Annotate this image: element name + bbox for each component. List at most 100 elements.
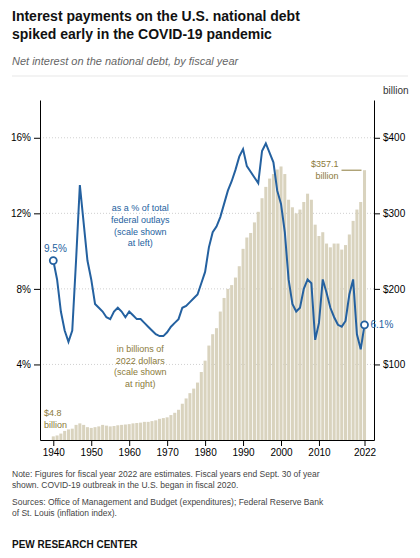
- bar: [67, 429, 70, 440]
- tick-label: 2022: [354, 447, 377, 458]
- tick-mark: [243, 440, 244, 446]
- tick: 1980: [194, 440, 217, 458]
- bar: [215, 328, 218, 440]
- annotation-line: federal outlays: [111, 215, 170, 225]
- bar: [261, 198, 264, 440]
- bar: [340, 250, 343, 440]
- bar: [135, 423, 138, 440]
- bar: [352, 221, 355, 440]
- end-marker: [50, 257, 57, 264]
- bar: [166, 417, 169, 440]
- tick: $400: [374, 132, 406, 143]
- tick-mark: [374, 213, 380, 214]
- bar: [264, 187, 267, 440]
- bar: [223, 298, 226, 440]
- tick-label: 1970: [157, 447, 180, 458]
- tick-mark: [53, 440, 54, 446]
- bar: [325, 244, 328, 440]
- bar: [242, 249, 245, 440]
- tick: 16%: [11, 132, 40, 143]
- bar: [143, 422, 146, 440]
- bar: [97, 426, 100, 440]
- tick-mark: [319, 440, 320, 446]
- bar: [192, 389, 195, 440]
- tick-mark: [374, 289, 380, 290]
- tick: 12%: [11, 208, 40, 219]
- bar: [82, 425, 85, 440]
- bar: [162, 418, 165, 440]
- tick: 2010: [308, 440, 331, 458]
- bar: [59, 434, 62, 440]
- bar: [359, 202, 362, 440]
- tick: 1990: [232, 440, 255, 458]
- bar: [78, 423, 81, 440]
- bar: [71, 429, 74, 440]
- axis-domain: [374, 101, 375, 441]
- tick: 1940: [43, 440, 66, 458]
- separator: [12, 76, 408, 77]
- tick: 1960: [119, 440, 142, 458]
- tick-label: 2000: [270, 447, 293, 458]
- annotation-leader: [342, 170, 362, 171]
- tick-mark: [34, 213, 40, 214]
- bar: [306, 194, 309, 440]
- bar: [94, 427, 97, 440]
- bar: [249, 233, 252, 440]
- grid-line: [40, 213, 374, 214]
- tick-label: 1950: [81, 447, 104, 458]
- annotation-line: in billions of: [117, 344, 165, 354]
- annotation: $357.1billion: [311, 159, 339, 181]
- chart-container: Interest payments on the U.S. national d…: [0, 0, 420, 558]
- tick-mark: [281, 440, 282, 446]
- tick: 2022: [354, 440, 377, 458]
- tick-mark: [365, 440, 366, 446]
- bar: [86, 427, 89, 440]
- bar: [234, 278, 237, 440]
- tick-mark: [34, 364, 40, 365]
- tick-label: $100: [383, 359, 406, 370]
- bar: [363, 170, 366, 440]
- bar: [336, 244, 339, 440]
- bar: [268, 179, 271, 440]
- bar: [188, 393, 191, 440]
- sources-line: of St. Louis (inflation index).: [12, 508, 117, 518]
- bar: [75, 425, 78, 440]
- annotation: $4.8 billion: [44, 408, 67, 430]
- tick-label: $400: [383, 132, 406, 143]
- bar: [200, 372, 203, 440]
- tick-mark: [374, 138, 380, 139]
- bar: [219, 312, 222, 440]
- bar: [283, 174, 286, 440]
- tick-mark: [205, 440, 206, 446]
- note-line: shown. COVID-19 outbreak in the U.S. beg…: [12, 480, 238, 490]
- tick-mark: [167, 440, 168, 446]
- footer: PEW RESEARCH CENTER: [12, 539, 138, 550]
- annotation-line: billion: [44, 420, 67, 430]
- bar: [169, 415, 172, 440]
- bar: [333, 244, 336, 440]
- bar: [245, 238, 248, 440]
- annotation-line: (scale shown: [114, 367, 167, 377]
- bar: [147, 422, 150, 440]
- chart-svg: Interest payments on the U.S. national d…: [0, 0, 420, 558]
- annotation-line: billion: [315, 171, 338, 181]
- bar: [109, 426, 112, 440]
- bar: [120, 425, 123, 440]
- bar: [230, 285, 233, 440]
- bar: [139, 423, 142, 440]
- bar: [105, 426, 108, 440]
- title-line: Interest payments on the U.S. national d…: [12, 8, 300, 24]
- annotation: 6.1%: [371, 319, 394, 330]
- tick: 4%: [17, 359, 40, 370]
- tick-mark: [34, 138, 40, 139]
- bar: [276, 170, 279, 440]
- tick-mark: [374, 364, 380, 365]
- bar: [310, 200, 313, 440]
- tick-label: 1990: [232, 447, 255, 458]
- annotation-line: $4.8: [44, 408, 62, 418]
- bar: [150, 421, 153, 440]
- tick-label: 4%: [17, 359, 32, 370]
- tick-mark: [129, 440, 130, 446]
- bar: [196, 383, 199, 440]
- tick-label: $200: [383, 284, 406, 295]
